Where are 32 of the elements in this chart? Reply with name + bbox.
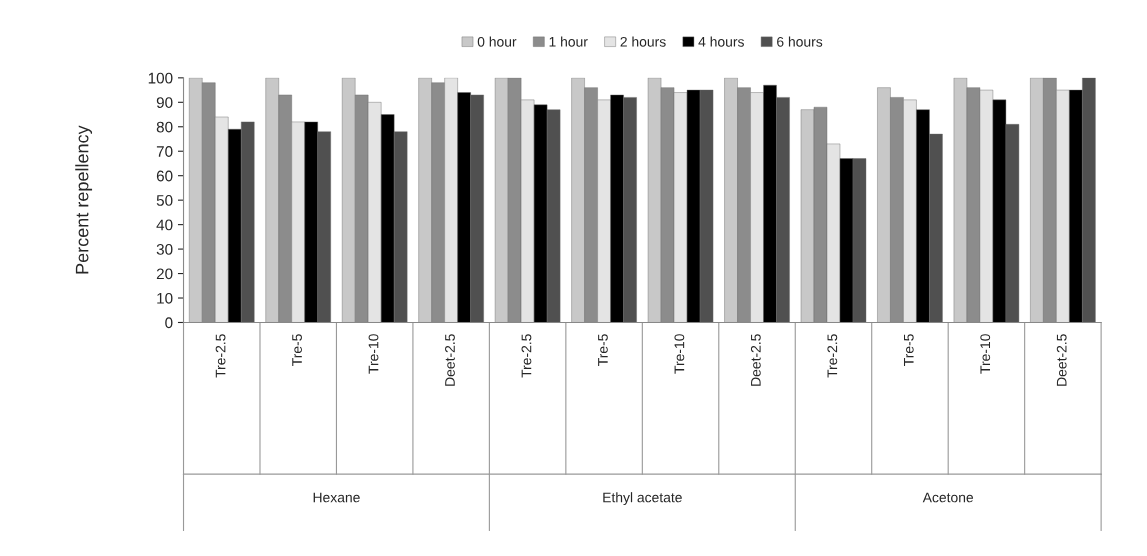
legend-label: 6 hours [777, 36, 823, 47]
y-tick-label: 20 [156, 268, 173, 280]
y-tick-label: 90 [156, 97, 173, 108]
y-tick-label: 40 [156, 219, 173, 231]
legend-label: 2 hours [620, 36, 666, 47]
x-tick-label: Deet-2.5 [1056, 334, 1067, 386]
y-tick-label: 50 [156, 195, 173, 206]
y-tick-label: 100 [148, 72, 173, 84]
x-tick-label: Deet-2.5 [750, 334, 761, 386]
y-tick-label: 10 [157, 292, 173, 304]
y-tick-label: 60 [156, 170, 173, 182]
x-tick-label: Tre-10 [368, 334, 379, 374]
text: Acetone [922, 492, 974, 503]
x-tick-label: Tre-2.5 [215, 334, 226, 378]
legend-label: 4 hours [698, 36, 744, 47]
y-tick-label: 0 [165, 317, 173, 329]
x-tick-label: Tre-5 [598, 334, 608, 366]
x-tick-label: Deet-2.5 [445, 334, 455, 386]
legend-label: 0 hour [477, 36, 517, 47]
text: Hexane [313, 492, 360, 503]
legend-label: 1 hour [549, 36, 588, 47]
x-tick-label: Tre-10 [980, 334, 991, 374]
x-tick-label: Tre-2.5 [827, 334, 838, 378]
y-axis-title: Percent repellency [75, 125, 93, 274]
x-tick-label: Tre-10 [674, 334, 685, 374]
x-tick-label: Tre-5 [903, 334, 914, 366]
x-tick-label: Tre-5 [292, 334, 302, 366]
y-tick-label: 30 [156, 243, 173, 255]
x-tick-label: Tre-2.5 [521, 334, 532, 378]
text: Ethyl acetate [603, 492, 682, 506]
y-tick-label: 80 [156, 121, 173, 133]
y-tick-label: 70 [156, 146, 173, 157]
